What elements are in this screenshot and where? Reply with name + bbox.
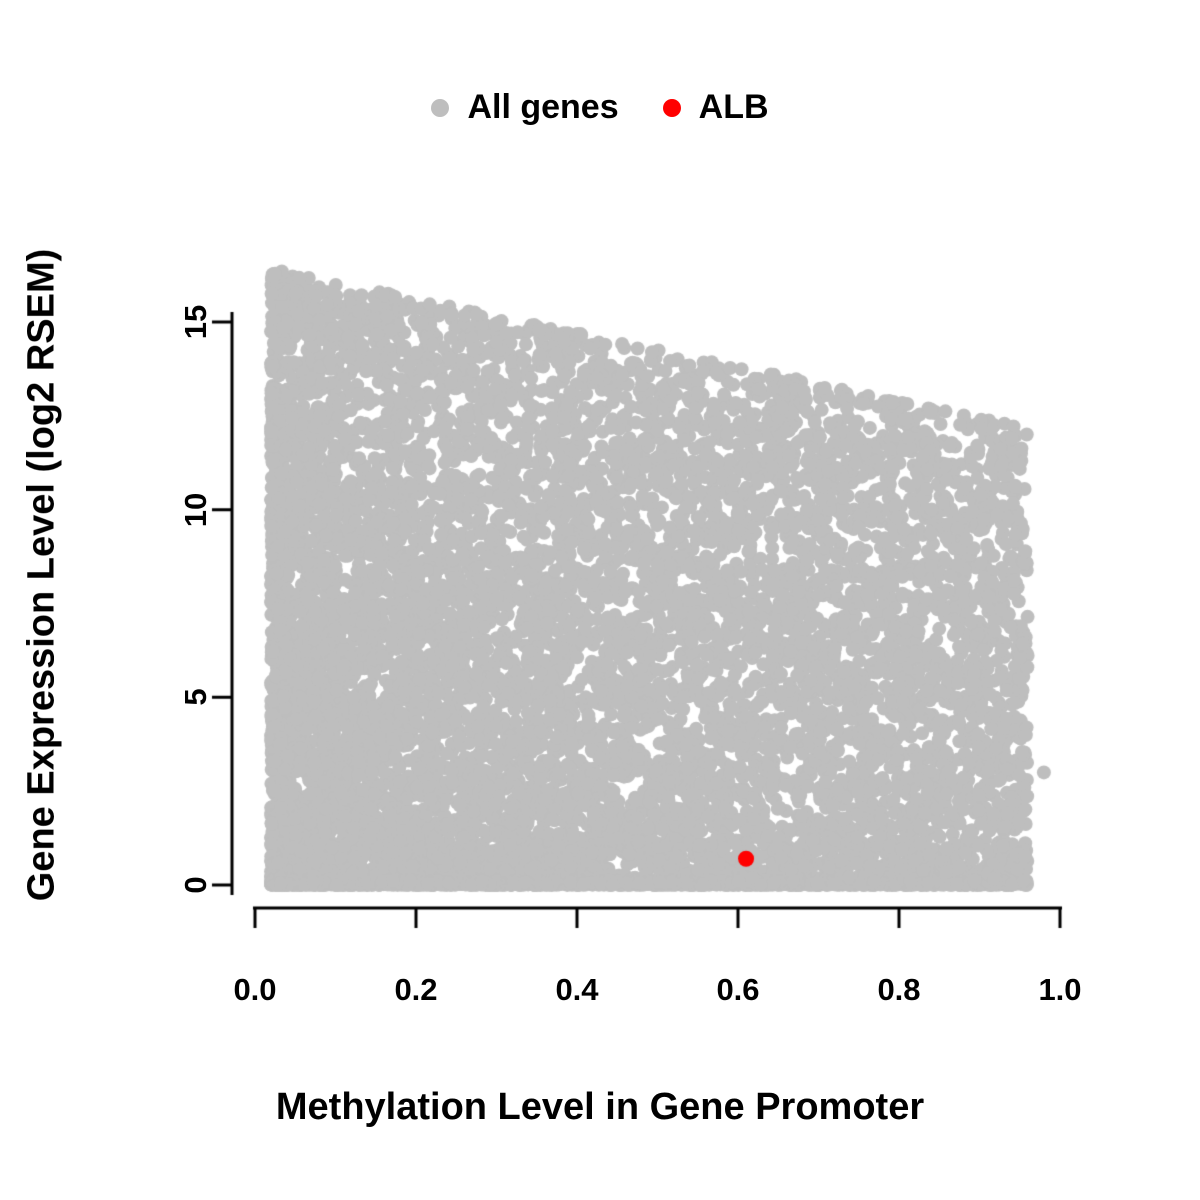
x-tick-label-0.4: 0.4: [555, 972, 599, 1007]
legend: All genes ALB: [0, 88, 1200, 127]
y-tick-label-10: 10: [178, 492, 213, 527]
legend-item-alb: ALB: [662, 88, 769, 127]
x-axis-title: Methylation Level in Gene Promoter: [275, 1086, 925, 1128]
alb-dot-icon: [662, 98, 681, 117]
x-tick-label-1.0: 1.0: [1038, 972, 1082, 1007]
legend-label-all-genes: All genes: [467, 88, 619, 126]
x-tick-label-0.6: 0.6: [716, 972, 760, 1007]
y-tick-label-15: 15: [178, 304, 213, 340]
x-tick-label-0.0: 0.0: [233, 972, 277, 1007]
x-tick-label-0.8: 0.8: [877, 972, 921, 1007]
legend-label-alb: ALB: [698, 88, 769, 126]
all-genes-dot-icon: [431, 98, 450, 117]
x-tick-label-0.2: 0.2: [394, 972, 438, 1007]
y-axis-title: Gene Expression Level (log2 RSEM): [20, 248, 63, 902]
y-tick-label-0: 0: [178, 876, 213, 894]
y-tick-label-5: 5: [178, 688, 213, 706]
legend-item-all-genes: All genes: [431, 88, 619, 127]
